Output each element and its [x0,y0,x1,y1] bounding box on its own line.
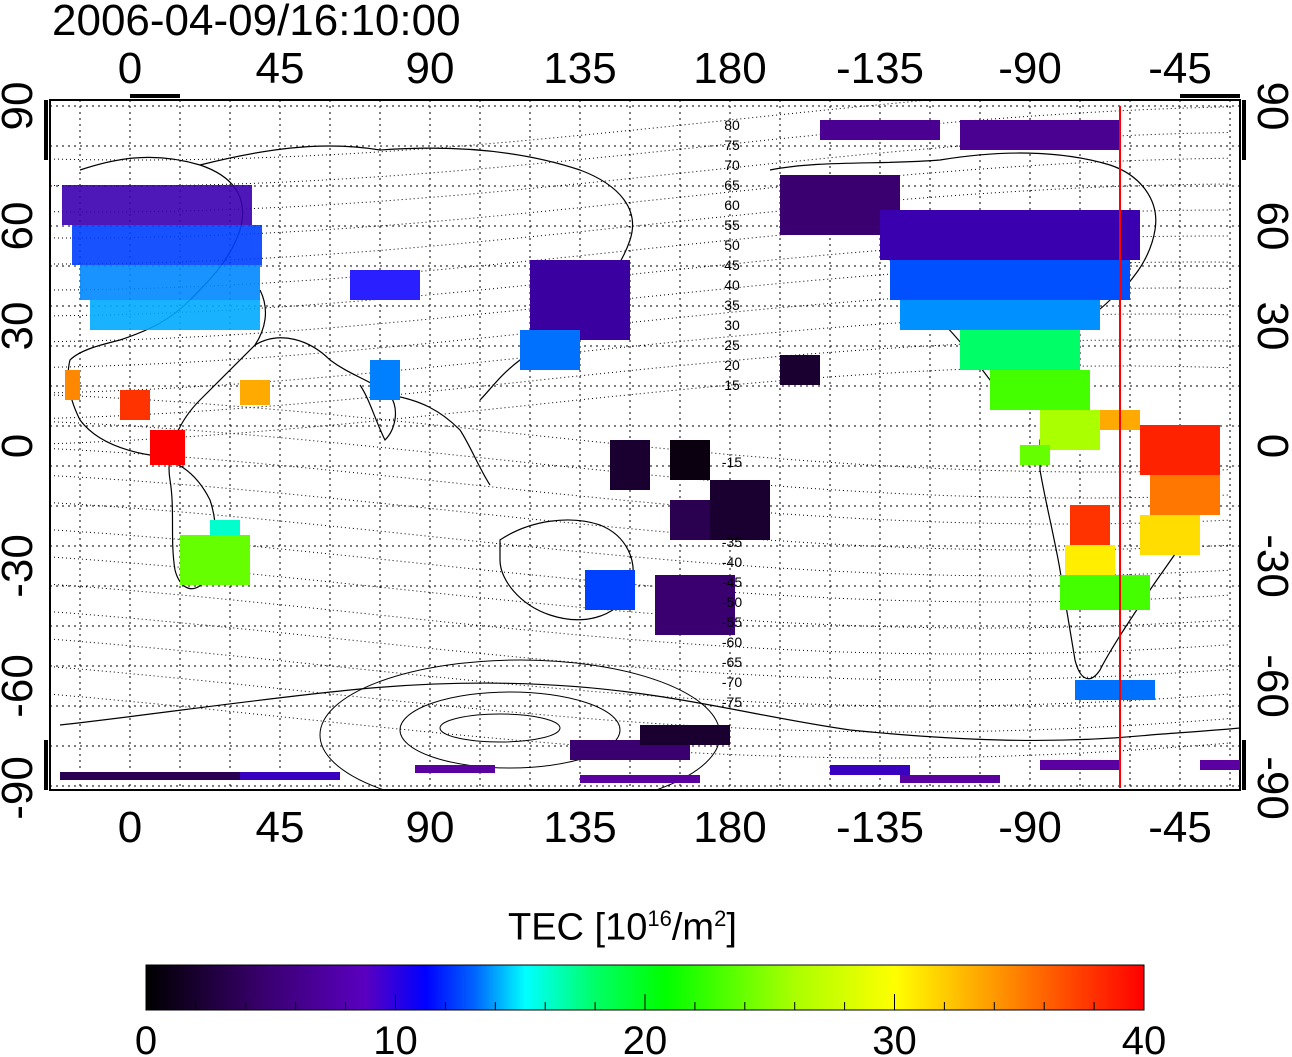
left-lat-tick-label: -30 [0,534,42,598]
right-lat-tick-label: 30 [1248,302,1292,351]
contour-label: -15 [722,454,742,470]
contour-line [50,261,1231,343]
bottom-lon-tick-label: -135 [836,803,924,852]
contour-line [50,475,1231,551]
contour-line [50,638,1231,707]
top-lon-tick-label: 180 [693,44,766,93]
contour-label: 60 [724,197,740,213]
contour-line [50,583,1231,655]
top-lon-tick-label: 135 [543,44,616,93]
colorbar-tick-label: 0 [135,1019,157,1057]
bottom-lon-tick-label: 90 [406,803,455,852]
contour-label: 80 [724,117,740,133]
colorbar-title-prefix: TEC [10 [508,906,648,949]
bottom-lon-tick-label: 135 [543,803,616,852]
colorbar-tick-label: 10 [373,1019,418,1057]
contour-line [50,106,1231,187]
frame-ticks [44,94,1246,790]
contour-label: -55 [722,614,742,630]
right-lat-tick-label: 60 [1248,202,1292,251]
contour-label: 70 [724,157,740,173]
tec-patch-east-asia [350,260,630,400]
contour-label: 45 [724,257,740,273]
contour-line [50,365,1231,445]
contour-label: 25 [724,337,740,353]
contour-line [50,611,1231,681]
right-lat-tick-label: -90 [1248,756,1292,820]
contour-loop [399,691,621,769]
contour-label: -35 [722,534,742,550]
right-lat-tick-label: -30 [1248,534,1292,598]
bottom-lon-tick-label: -45 [1148,803,1212,852]
colorbar-title-exponent: 16 [647,906,672,931]
colorbar-title: TEC [1016/m2] [508,906,737,950]
contour-line [50,529,1231,603]
contour-label: -70 [722,674,742,690]
contour-line [50,502,1231,577]
contour-line [50,448,1231,525]
tec-data [60,120,1240,783]
left-lat-tick-label: 30 [0,302,42,351]
left-lat-tick-label: 0 [0,434,42,458]
colorbar-tick-label: 20 [623,1019,668,1057]
left-lat-tick-label: 90 [0,82,42,131]
colorbar-title-unit: /m [671,906,715,949]
right-lat-tick-label: 0 [1248,434,1292,458]
contour-label: -75 [722,694,742,710]
contour-line [50,100,935,161]
contour-line [50,287,1231,368]
right-lat-tick-label: 90 [1248,82,1292,131]
top-lon-tick-label: -135 [836,44,924,93]
top-lon-tick-label: 90 [406,44,455,93]
contour-line [50,339,1231,419]
contour-label: 40 [724,277,740,293]
contour-label: 55 [724,217,740,233]
tec-patch-north-america [780,120,1140,465]
tec-patch-africa [65,370,270,585]
contour-label: 75 [724,137,740,153]
tec-patch-australia [585,570,735,635]
tec-patch-south-america [1060,410,1220,700]
tec-patch-pacific [610,355,820,540]
contour-label: 65 [724,177,740,193]
contour-label: -40 [722,554,742,570]
left-lat-tick-label: -90 [0,756,42,820]
top-lon-tick-label: 0 [118,44,142,93]
colorbar-tick-label: 30 [872,1019,917,1057]
colorbar-ticks [145,994,1145,1010]
contour-label: 35 [724,297,740,313]
contour-label: 50 [724,237,740,253]
tec-patch-antarctica [60,725,1240,783]
contour-line [50,666,1231,733]
bottom-lon-tick-label: 0 [118,803,142,852]
colorbar-title-exponent-2: 2 [714,906,727,931]
contour-loop [439,713,561,743]
colorbar-tick-label: 40 [1122,1019,1167,1057]
left-lat-tick-label: -60 [0,654,42,718]
top-lon-tick-label: 45 [256,44,305,93]
tec-patch-europe [62,185,262,330]
colorbar-title-suffix: ] [726,906,737,949]
contour-label: -45 [722,574,742,590]
contour-label: 20 [724,357,740,373]
map-title: 2006-04-09/16:10:00 [52,0,461,45]
contour-label: 15 [724,377,740,393]
contour-label: -65 [722,654,742,670]
bottom-lon-tick-label: -90 [998,803,1062,852]
right-lat-tick-label: -60 [1248,654,1292,718]
bottom-lon-tick-label: 45 [256,803,305,852]
contour-label: -60 [722,634,742,650]
contour-line [50,556,1231,629]
bottom-lon-tick-label: 180 [693,803,766,852]
contour-label: 30 [724,317,740,333]
contour-label: -50 [722,594,742,610]
top-lon-tick-label: -45 [1148,44,1212,93]
left-lat-tick-label: 60 [0,202,42,251]
top-lon-tick-label: -90 [998,44,1062,93]
